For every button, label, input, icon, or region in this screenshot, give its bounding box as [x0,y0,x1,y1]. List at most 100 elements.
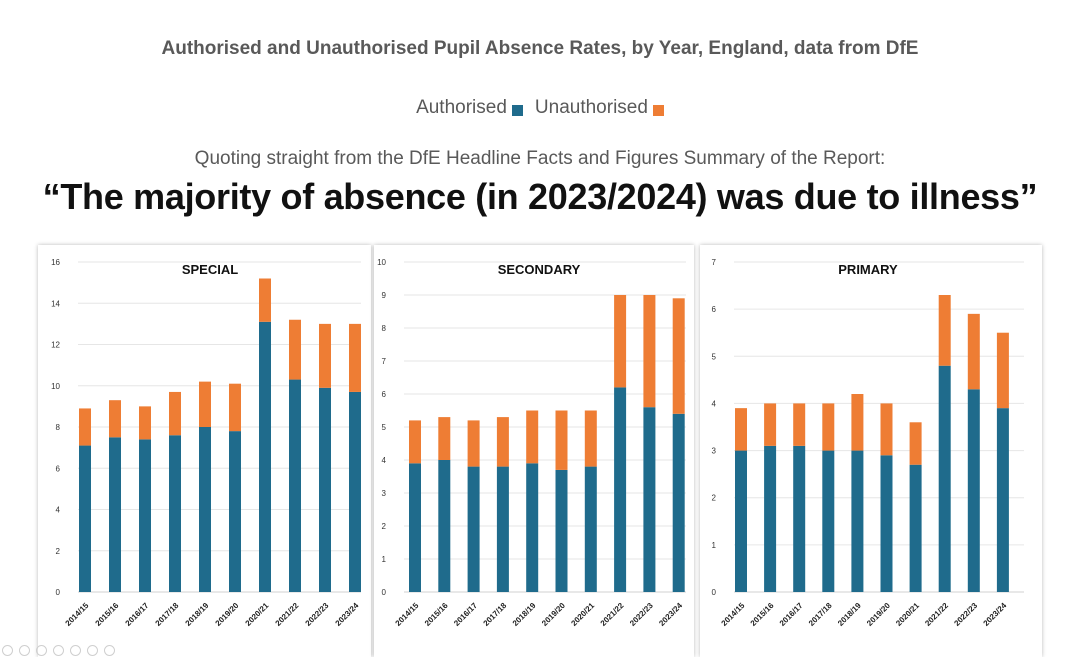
bar-authorised [735,450,747,592]
bar-authorised [909,464,922,592]
y-tick-label: 7 [712,258,717,267]
bar-authorised [614,387,627,592]
chart-primary: 0 1 2 3 4 5 6 7 PRIMARY 2014/15 2015/16 2016/17 2017… [712,258,1024,628]
bar-unauthorised [584,410,597,467]
x-tick-label: 2014/15 [720,601,747,628]
y-tick-label: 0 [56,588,61,597]
x-tick-label: 2019/20 [865,601,892,628]
bar-unauthorised [938,295,951,366]
bar-unauthorised [496,417,509,467]
bar-unauthorised [289,319,301,380]
y-tick-label: 2 [382,522,387,531]
bar-authorised [349,391,361,592]
bar-authorised [764,445,777,592]
x-tick-label: 2019/20 [214,601,241,628]
bar-unauthorised [996,332,1009,409]
chart-panel-special: 0 2 4 6 8 10 12 14 16 SPECIAL 2014/15 2015/16 2016/1… [38,245,371,657]
bar-unauthorised [672,298,685,414]
x-tick-label: 2023/24 [657,601,684,628]
x-tick-label: 2021/22 [923,601,950,628]
y-tick-label: 5 [712,352,717,361]
bar-unauthorised [169,391,181,436]
x-tick-label: 2016/17 [452,601,479,628]
toolbar-icon[interactable] [2,645,13,656]
legend-label-unauthorised: Unauthorised [534,97,648,118]
x-tick-label: 2022/23 [952,601,979,628]
quote-intro: Quoting straight from the DfE Headline F… [194,148,886,169]
bar-unauthorised [614,295,627,388]
bar-authorised [79,445,91,592]
y-tick-label: 10 [377,258,386,267]
bar-unauthorised [851,394,864,451]
x-tick-label: 2023/24 [334,601,361,628]
toolbar-icon[interactable] [19,645,30,656]
x-tick-label: 2022/23 [304,601,331,628]
bar-authorised [643,407,656,592]
y-tick-label: 9 [382,291,387,300]
bar-unauthorised [259,278,271,322]
legend-item-unauthorised: Unauthorised [535,97,664,119]
y-tick-label: 3 [712,447,717,456]
x-tick-label: 2017/18 [154,601,181,628]
y-tick-label: 2 [712,494,717,503]
y-tick-label: 6 [56,464,61,473]
bar-unauthorised [643,295,656,408]
y-tick-label: 14 [51,299,60,308]
bar-unauthorised [349,323,361,392]
bar-authorised [526,463,539,592]
x-tick-label: 2020/21 [244,601,271,628]
bar-unauthorised [526,410,539,464]
y-tick-label: 5 [382,423,387,432]
y-tick-label: 1 [382,555,387,564]
bar-authorised [467,466,480,592]
x-tick-label: 2015/16 [94,601,121,628]
x-tick-label: 2016/17 [778,601,805,628]
y-tick-label: 16 [51,258,60,267]
x-tick-label: 2022/23 [628,601,655,628]
chart-panel-secondary: 0 1 2 3 4 5 6 7 8 9 10 SECONDARY 2014/15 2015/16 2016/… [374,245,694,657]
x-tick-label: 2020/21 [569,601,596,628]
bar-unauthorised [79,408,91,446]
bar-unauthorised [139,406,151,440]
toolbar-icon[interactable] [104,645,115,656]
y-tick-label: 7 [382,357,387,366]
bar-unauthorised [199,381,211,427]
toolbar-icon[interactable] [53,645,64,656]
bar-unauthorised [109,400,121,438]
legend-label-authorised: Authorised [416,97,507,118]
page-title: Authorised and Unauthorised Pupil Absenc… [161,38,919,59]
x-tick-label: 2015/16 [423,601,450,628]
y-tick-label: 2 [56,547,61,556]
y-tick-label: 4 [56,506,61,515]
bar-authorised [199,427,211,592]
toolbar-icon[interactable] [70,645,81,656]
toolbar-icon[interactable] [36,645,47,656]
bar-unauthorised [793,403,806,446]
x-tick-label: 2016/17 [124,601,151,628]
x-tick-label: 2014/15 [64,601,91,628]
bar-authorised [139,439,151,592]
bar-authorised [996,408,1009,592]
bar-unauthorised [467,420,480,467]
legend-swatch-unauthorised [652,104,664,116]
bar-unauthorised [822,403,835,451]
bar-authorised [259,321,271,592]
y-tick-label: 8 [56,423,61,432]
x-tick-label: 2021/22 [599,601,626,628]
x-tick-label: 2017/18 [807,601,834,628]
bar-authorised [938,365,951,592]
chart-title-secondary: SECONDARY [498,262,581,277]
x-tick-label: 2020/21 [894,601,921,628]
bar-unauthorised [438,417,451,460]
chart-secondary: 0 1 2 3 4 5 6 7 8 9 10 SECONDARY 2014/15 2015/16 2016/… [377,258,686,628]
toolbar-icon[interactable] [87,645,98,656]
chart-title-primary: PRIMARY [838,262,898,277]
bar-unauthorised [764,403,777,446]
footer-toolbar [2,645,162,657]
y-tick-label: 4 [712,399,717,408]
x-tick-label: 2023/24 [981,601,1008,628]
bar-authorised [409,463,421,592]
y-tick-label: 8 [382,324,387,333]
bar-authorised [672,413,685,592]
bar-authorised [822,450,835,592]
